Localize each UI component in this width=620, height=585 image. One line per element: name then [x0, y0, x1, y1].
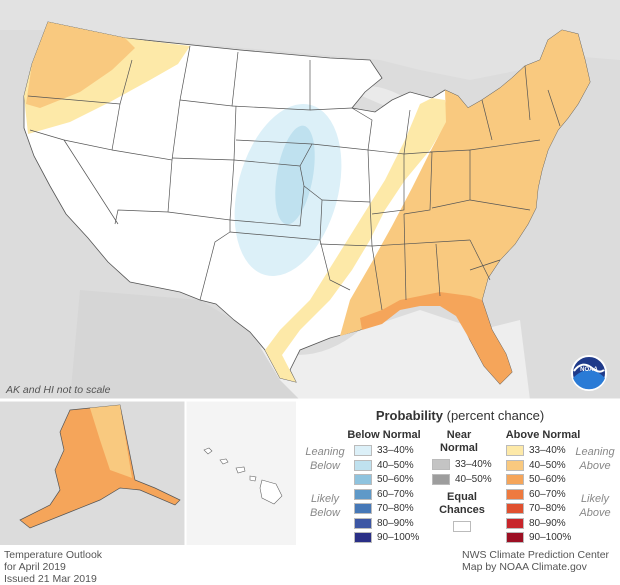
above-legend-row: 90–100%	[506, 531, 571, 544]
legend-label: 33–40%	[377, 445, 414, 456]
equal-chances-swatch	[453, 521, 471, 532]
legend-swatch	[354, 488, 372, 500]
gulf-water	[230, 310, 530, 400]
legend-swatch	[506, 474, 524, 485]
legend-label: 50–60%	[377, 474, 414, 485]
legend-swatch	[354, 517, 372, 529]
legend-label: 40–50%	[529, 459, 566, 471]
above-50-gulf	[360, 292, 512, 384]
legend-swatch	[354, 532, 372, 543]
above-legend-row: 50–60%	[506, 473, 566, 486]
noaa-logo: NOAA	[571, 355, 607, 391]
legend-swatch	[506, 503, 524, 514]
below-legend-row: 40–50%	[354, 459, 414, 472]
legend-label: 80–90%	[529, 517, 566, 529]
below-legend-row: 80–90%	[354, 517, 414, 530]
above-normal-heading: Above Normal	[505, 429, 581, 441]
legend-swatch	[354, 445, 372, 456]
legend-swatch	[506, 517, 524, 529]
alaska-above-40	[90, 405, 132, 478]
legend-swatch	[354, 474, 372, 485]
below-legend-row: 60–70%	[354, 488, 414, 501]
legend-swatch	[506, 532, 524, 543]
legend-label: 33–40%	[529, 445, 566, 456]
below-legend-row: 33–40%	[354, 444, 414, 457]
below-legend-row: 90–100%	[354, 531, 419, 544]
legend: Probability (percent chance) Below Norma…	[300, 400, 620, 545]
mexico-land	[70, 290, 300, 400]
above-legend-row: 80–90%	[506, 517, 566, 530]
legend-label: 70–80%	[529, 503, 566, 514]
legend-label: 60–70%	[377, 488, 414, 500]
hawaii-panel	[186, 400, 296, 545]
legend-label: 40–50%	[455, 473, 492, 485]
legend-swatch	[506, 459, 524, 471]
above-legend-row: 70–80%	[506, 502, 566, 515]
below-legend-row: 70–80%	[354, 502, 414, 515]
above-legend-row: 40–50%	[506, 459, 566, 472]
near-normal-heading: Near Normal	[440, 429, 478, 454]
legend-swatch	[506, 445, 524, 456]
outlook-caption: Temperature Outlook for April 2019 Issued …	[4, 549, 103, 585]
likely-above-label: Likely Above	[579, 493, 611, 519]
legend-label: 60–70%	[529, 488, 566, 500]
legend-swatch	[354, 459, 372, 471]
leaning-below-label: Leaning Below	[305, 446, 345, 472]
legend-swatch	[432, 473, 450, 485]
above-40-northwest	[26, 22, 135, 108]
legend-label: 90–100%	[529, 532, 572, 543]
legend-swatch	[432, 459, 450, 470]
alaska-land	[19, 404, 181, 529]
leaning-above-label: Leaning Above	[575, 446, 615, 472]
legend-label: 90–100%	[377, 532, 420, 543]
legend-label: 70–80%	[377, 503, 414, 514]
near-legend-row: 40–50%	[432, 473, 492, 486]
equal-chances-label: Equal Chances	[439, 491, 485, 516]
legend-label: 80–90%	[377, 517, 414, 529]
likely-below-label: Likely Below	[310, 493, 340, 519]
below-normal-heading: Below Normal	[347, 429, 421, 441]
legend-swatch	[354, 503, 372, 514]
map-scale-note: AK and HI not to scale	[6, 384, 111, 396]
above-legend-row: 33–40%	[506, 444, 566, 457]
state-borders	[27, 45, 561, 311]
above-33-east	[265, 98, 448, 382]
below-legend-row: 50–60%	[354, 473, 414, 486]
above-legend-row: 60–70%	[506, 488, 566, 501]
svg-text:NOAA: NOAA	[580, 367, 598, 373]
legend-label: 40–50%	[377, 459, 414, 471]
legend-title: Probability (percent chance)	[375, 408, 545, 423]
hawaii-islands	[203, 447, 283, 505]
legend-label: 33–40%	[455, 459, 492, 470]
canada-land	[0, 0, 620, 80]
legend-swatch	[506, 488, 524, 500]
credit-caption: NWS Climate Prediction Center Map by NOAA…	[462, 549, 610, 573]
near-legend-row: 33–40%	[432, 458, 492, 471]
above-40-east	[340, 30, 590, 336]
below-40-plains	[275, 125, 315, 225]
legend-label: 50–60%	[529, 474, 566, 485]
